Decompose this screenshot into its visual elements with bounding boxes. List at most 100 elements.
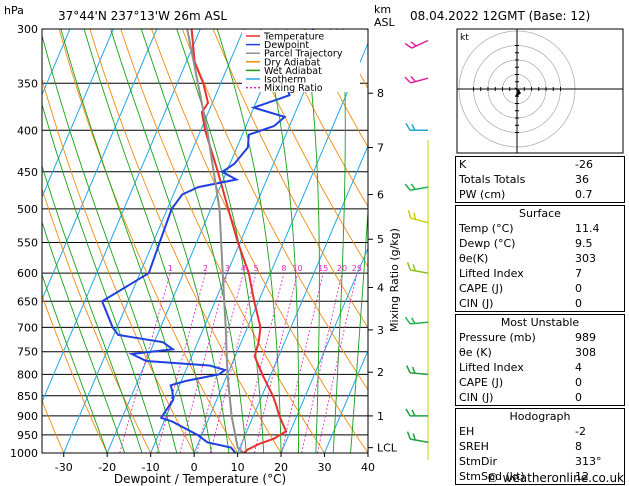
plot-frame [41, 28, 369, 454]
wind-barb-flag [404, 316, 411, 325]
km-tick-label: LCL [377, 442, 398, 455]
index-row: PW (cm) 0.7 [456, 187, 625, 203]
wet-adiabat-line [42, 220, 126, 453]
hodograph-frame [456, 28, 624, 154]
index-name: Temp (°C) [459, 222, 514, 235]
wet-adiabat-line [216, 29, 282, 453]
location-label: 37°44'N 237°13'W 26m ASL [58, 9, 227, 23]
legend-label: Temperature [263, 32, 324, 43]
mixing-ratio-line [281, 273, 324, 453]
mixing-ratio-tick-label: 15 [318, 264, 328, 273]
mixing-ratio-tick-label: 5 [253, 264, 258, 273]
mixing-ratio-tick-label: 2 [203, 264, 208, 273]
pressure-tick-label: 850 [17, 390, 38, 403]
index-value: 0 [575, 376, 582, 389]
index-value: 12 [575, 470, 589, 483]
wind-barb [407, 210, 429, 224]
index-value: 8 [575, 440, 582, 453]
wind-barb-flag [405, 122, 411, 131]
wind-barb-flag [406, 431, 411, 440]
index-row: SREH 8 [456, 439, 625, 454]
x-axis-label: Dewpoint / Temperature (°C) [114, 472, 286, 486]
index-name: Pressure (mb) [459, 331, 536, 344]
pressure-tick-label: 700 [17, 321, 38, 334]
index-value: 0 [575, 282, 582, 295]
index-name: PW (cm) [459, 188, 506, 201]
hodograph-units: kt [460, 33, 469, 43]
date-label: 08.04.2022 12GMT (Base: 12) [410, 9, 590, 23]
unstable-title: Most Unstable [500, 316, 580, 329]
index-row: StmDir 313° [456, 454, 625, 469]
wind-barb-flag [410, 183, 416, 190]
mixing-ratio-line [196, 272, 244, 453]
wet-adiabat-line [110, 29, 230, 453]
wind-barb-flag [404, 183, 411, 191]
wind-barb-flag [413, 212, 417, 220]
pressure-tick-label: 400 [17, 124, 38, 137]
wind-barb [405, 408, 428, 417]
hodograph-table: Hodograph EH -2 SREH 8 StmDir 313° StmSpd (kt) 1… [455, 408, 625, 485]
wet-adiabat-line [83, 29, 212, 453]
wind-barb-staff [410, 438, 429, 444]
wind-barb-staff [411, 39, 429, 49]
wind-barb-flag [410, 76, 417, 83]
wind-barb-flag [407, 210, 412, 219]
wind-barbs [404, 39, 429, 460]
mixing-ratio-tick-label: 3 [225, 264, 230, 273]
index-value: -26 [575, 158, 593, 171]
wet-adiabat-line [260, 29, 300, 453]
index-row: CIN (J) 0 [456, 296, 625, 312]
index-row: Temp (°C) 11.4 [456, 221, 625, 236]
wind-barb-flag [405, 408, 411, 417]
wind-barb [406, 262, 429, 274]
index-name: CAPE (J) [459, 282, 504, 295]
mixing-ratio-tick-label: 25 [352, 264, 362, 273]
surface-title: Surface [519, 207, 561, 220]
km-label: km [374, 3, 391, 16]
index-row: CIN (J) 0 [456, 390, 625, 406]
series-parcel-trajectory [186, 29, 245, 453]
index-value: 7 [575, 267, 582, 280]
temperature-tick-label: -30 [55, 461, 73, 474]
wind-barb-staff [410, 217, 429, 224]
pressure-tick-label: 600 [17, 267, 38, 280]
legend-label: Dry Adiabat [264, 57, 321, 68]
temperature-tick-label: 30 [318, 461, 332, 474]
dry-adiabat-line [42, 399, 65, 453]
index-value: 9.5 [575, 237, 593, 250]
pressure-tick-label: 300 [17, 23, 38, 36]
wind-barb-flag [412, 433, 416, 441]
index-name: CIN (J) [459, 297, 494, 310]
index-value: 11.4 [575, 222, 600, 235]
index-value: 36 [575, 173, 589, 186]
index-row: Lifted Index 7 [456, 266, 625, 281]
index-value: 308 [575, 346, 596, 359]
index-name: θe(K) [459, 252, 489, 265]
wind-barb [404, 76, 429, 84]
legend-label: Dewpoint [264, 40, 309, 51]
km-tick-label: 1 [377, 410, 384, 423]
temperature-tick-label: -20 [98, 461, 116, 474]
dry-adiabat-line [58, 29, 238, 453]
wind-barb-flag [412, 264, 416, 272]
wet-adiabat-line [42, 273, 108, 453]
wind-barb [406, 365, 429, 376]
index-value: 313° [575, 455, 602, 468]
legend-box [242, 30, 360, 92]
isotherm-line [42, 29, 114, 199]
km-tick-label: 3 [377, 324, 384, 337]
dry-adiabat-line [212, 29, 368, 329]
index-row: StmSpd (kt) 12 [456, 469, 625, 485]
wind-barb-staff [410, 372, 429, 376]
wind-barb-staff [410, 321, 429, 325]
pressure-tick-label: 450 [17, 166, 38, 179]
pressure-tick-label: 350 [17, 77, 38, 90]
pressure-tick-label: 750 [17, 346, 38, 359]
isotherm-line [42, 29, 201, 404]
index-value: 0.7 [575, 188, 593, 201]
temperature-tick-label: 20 [274, 461, 288, 474]
wet-adiabat-line [42, 164, 143, 453]
index-value: 989 [575, 331, 596, 344]
